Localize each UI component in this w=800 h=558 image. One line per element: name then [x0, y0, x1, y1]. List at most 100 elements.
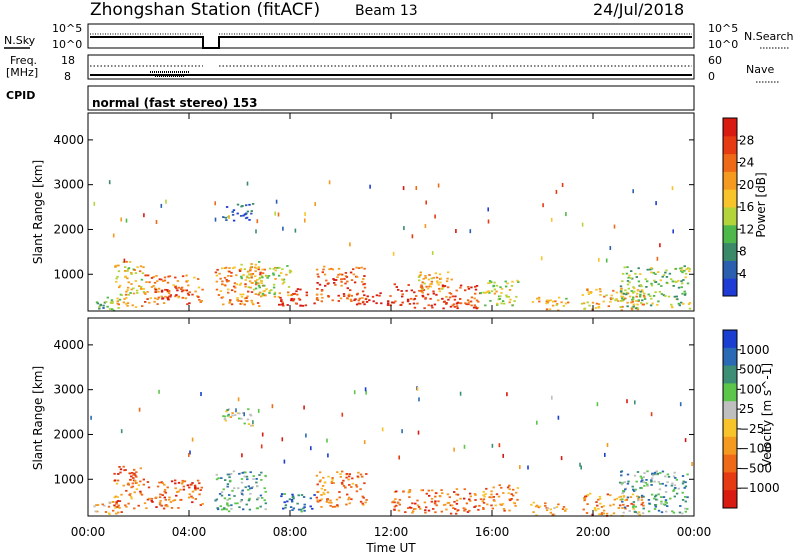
cpid-strip: CPID normal (fast stereo) 153: [6, 85, 695, 111]
range-cell: [115, 280, 118, 283]
range-cell: [163, 276, 167, 279]
range-cell: [125, 260, 128, 263]
range-cell: [261, 432, 264, 437]
range-cell: [153, 281, 157, 284]
range-cell: [434, 214, 436, 219]
range-cell: [595, 501, 598, 503]
range-cell: [361, 502, 364, 505]
range-cell: [653, 480, 656, 483]
range-cell: [362, 504, 365, 506]
range-cell: [581, 294, 584, 296]
range-cell: [243, 475, 246, 478]
range-cell: [247, 499, 251, 502]
range-cell: [198, 482, 201, 485]
range-cell: [329, 499, 332, 502]
range-cell: [316, 273, 319, 276]
range-cell: [287, 294, 290, 297]
range-cell: [657, 300, 660, 303]
range-cell: [618, 496, 621, 499]
range-cell: [336, 471, 339, 474]
range-cell: [254, 275, 257, 278]
range-cell: [437, 183, 440, 188]
range-cell: [136, 292, 139, 294]
range-cell: [664, 501, 667, 503]
range-cell: [473, 506, 476, 508]
freq-tick-bottom: 8: [64, 70, 71, 83]
range-cell: [432, 290, 435, 293]
nsky-label: N.Sky: [4, 34, 36, 47]
range-cell: [469, 300, 473, 303]
velocity-cells: [90, 386, 693, 517]
range-cell: [263, 499, 266, 502]
range-cell: [619, 306, 622, 308]
colorbar-tick-label: −1000: [739, 481, 780, 495]
range-cell: [610, 298, 613, 301]
range-cell: [381, 427, 384, 432]
range-cell: [583, 307, 587, 310]
range-cell: [231, 213, 235, 216]
range-cell: [645, 479, 648, 481]
range-cell: [161, 297, 165, 300]
range-cell: [284, 504, 288, 507]
range-cell: [511, 280, 514, 283]
range-cell: [278, 303, 281, 306]
range-cell: [419, 508, 422, 510]
range-cell: [640, 499, 644, 501]
range-cell: [244, 471, 247, 474]
range-cell: [640, 302, 643, 304]
range-cell: [393, 283, 396, 286]
range-cell: [278, 266, 281, 269]
range-cell: [557, 503, 560, 506]
range-cell: [131, 304, 134, 307]
y-tick-label: 4000: [53, 338, 84, 352]
range-cell: [345, 276, 349, 278]
x-tick-label: 12:00: [374, 525, 409, 539]
range-cell: [587, 293, 591, 295]
range-cell: [474, 288, 478, 291]
cpid-text: normal (fast stereo) 153: [92, 96, 258, 110]
range-cell: [494, 504, 497, 507]
range-cell: [620, 292, 623, 295]
range-cell: [664, 491, 668, 493]
range-cell: [667, 295, 671, 298]
range-cell: [142, 291, 146, 293]
range-cell: [319, 479, 322, 482]
range-cell: [236, 203, 240, 206]
range-cell: [250, 265, 253, 268]
range-cell: [162, 507, 166, 510]
range-cell: [229, 473, 233, 475]
range-cell: [126, 289, 129, 291]
range-cell: [615, 497, 619, 500]
range-cell: [490, 504, 493, 507]
range-cell: [498, 298, 502, 300]
range-cell: [148, 301, 151, 304]
range-cell: [507, 295, 510, 298]
range-cell: [424, 277, 427, 279]
range-cell: [609, 494, 612, 497]
range-cell: [282, 507, 285, 510]
range-cell: [319, 471, 322, 474]
range-cell: [613, 498, 616, 501]
range-cell: [600, 513, 603, 516]
range-cell: [168, 275, 172, 278]
range-cell: [443, 285, 447, 287]
range-cell: [434, 492, 438, 495]
range-cell: [260, 275, 264, 278]
range-cell: [156, 303, 159, 305]
range-cell: [678, 511, 682, 514]
range-cell: [472, 306, 476, 309]
x-tick-label: 04:00: [172, 525, 207, 539]
range-cell: [454, 295, 457, 298]
range-cell: [135, 481, 138, 484]
range-cell: [445, 508, 448, 511]
range-cell: [217, 477, 220, 480]
range-cell: [609, 297, 613, 300]
range-cell: [285, 273, 288, 276]
range-cell: [281, 301, 284, 304]
range-cell: [168, 295, 171, 298]
range-cell: [185, 274, 188, 277]
range-cell: [320, 498, 323, 501]
range-cell: [651, 473, 654, 476]
range-cell: [586, 301, 589, 304]
